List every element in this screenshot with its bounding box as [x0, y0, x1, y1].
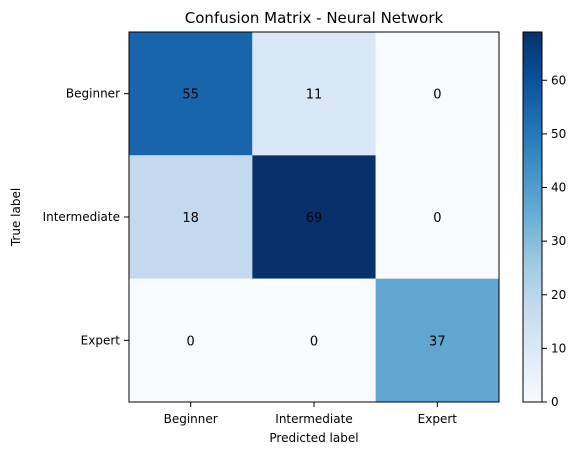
cell-value-label: 69: [306, 211, 323, 226]
heatmap-cell: [252, 278, 376, 402]
x-tick-label: Expert: [418, 412, 458, 426]
heatmap-cell: [375, 278, 499, 402]
cell-value-label: 0: [433, 88, 441, 103]
cell-value-label: 55: [182, 88, 199, 103]
cell-value-label: 0: [433, 211, 441, 226]
heatmap-area: 55 11 0 18 69 0 0 0 37: [129, 32, 499, 402]
colorbar-tick-label: 60: [551, 73, 566, 87]
colorbar: 0 10 20 30 40 50 60: [522, 31, 566, 409]
colorbar-tick-label: 40: [551, 181, 566, 195]
heatmap-cell: [129, 32, 253, 156]
heatmap-cell: [129, 155, 253, 279]
colorbar-tick-label: 50: [551, 127, 566, 141]
x-tick-label: Intermediate: [275, 412, 352, 426]
heatmap-cell: [252, 155, 376, 279]
y-tick-label: Beginner: [66, 87, 120, 101]
colorbar-border: [522, 31, 543, 403]
heatmap-cell: [129, 278, 253, 402]
colorbar-tick-label: 30: [551, 234, 566, 248]
y-axis-label: True label: [9, 188, 23, 247]
y-tick-label: Intermediate: [43, 210, 120, 224]
heatmap-cell: [375, 32, 499, 156]
colorbar-gradient: [523, 32, 542, 402]
cell-value-label: 0: [187, 334, 195, 349]
cell-value-label: 37: [429, 334, 446, 349]
heatmap-cell: [375, 155, 499, 279]
cell-value-label: 18: [182, 211, 199, 226]
chart-title: Confusion Matrix - Neural Network: [185, 9, 444, 27]
x-axis-label: Predicted label: [269, 431, 358, 445]
colorbar-tick-label: 20: [551, 288, 566, 302]
colorbar-tick-label: 0: [551, 395, 559, 409]
heatmap-cell: [252, 32, 376, 156]
cell-value-label: 11: [306, 88, 323, 103]
colorbar-tick-label: 10: [551, 341, 566, 355]
y-tick-label: Expert: [81, 333, 121, 347]
axes-layer: Beginner Intermediate Expert Beginner Interm…: [43, 31, 500, 426]
x-tick-label: Beginner: [164, 412, 218, 426]
cell-value-label: 0: [310, 334, 318, 349]
